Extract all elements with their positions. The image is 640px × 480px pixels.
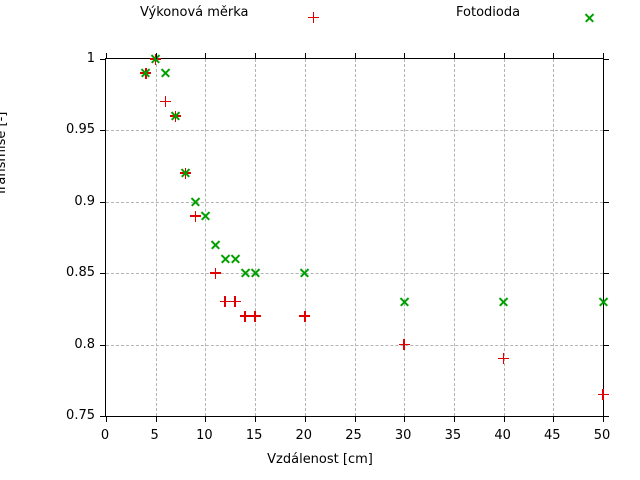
x-axis-tick <box>155 53 157 59</box>
x-axis-tick <box>354 53 356 59</box>
x-axis-tick-label: 10 <box>196 428 213 443</box>
gridline-vertical <box>205 59 207 416</box>
y-axis-tick <box>100 344 106 346</box>
data-points-layer <box>106 53 609 416</box>
cross-marker-icon <box>399 296 410 307</box>
x-axis-tick <box>404 416 406 422</box>
x-axis-tick-label: 0 <box>100 428 110 443</box>
y-axis-tick <box>100 416 106 417</box>
plus-marker-icon <box>209 267 221 279</box>
y-axis-tick-label: 0.95 <box>66 122 95 138</box>
x-axis-tick <box>106 53 107 59</box>
y-axis-tick-label: 0.9 <box>74 193 95 209</box>
legend-label: Výkonová měrka <box>140 5 249 20</box>
y-axis-tick-label: 0.85 <box>66 265 95 281</box>
plus-marker-icon <box>597 389 609 401</box>
x-axis-tick-label: 50 <box>593 428 611 443</box>
cross-marker-icon <box>498 296 509 307</box>
legend-label: Fotodioda <box>456 5 521 20</box>
chart-legend: Výkonová měrka Fotodioda <box>0 0 640 30</box>
x-axis-tick <box>453 53 455 59</box>
y-axis-tick-label: 0.8 <box>74 336 95 352</box>
cross-marker-icon <box>140 68 151 79</box>
gridline-vertical <box>453 59 455 416</box>
grid-layer <box>106 59 603 416</box>
x-axis-tick-label: 20 <box>295 428 313 443</box>
x-axis-tick <box>304 416 306 422</box>
plot-frame <box>100 53 609 422</box>
y-axis-tick <box>603 344 609 346</box>
y-axis-tick <box>603 130 609 132</box>
x-axis-tick <box>553 416 555 422</box>
cross-marker-icon <box>180 168 191 179</box>
cross-marker-icon <box>230 253 241 264</box>
x-axis-tick-label: 5 <box>150 428 159 443</box>
cross-marker-icon <box>299 268 310 279</box>
x-axis-tick <box>255 53 257 59</box>
cross-marker-icon <box>160 68 171 79</box>
plus-marker-icon <box>239 310 251 322</box>
cross-marker-icon <box>210 239 221 250</box>
x-axis-title: Vzdálenost [cm] <box>267 452 373 467</box>
x-axis-tick <box>503 53 505 59</box>
gridline-vertical <box>503 59 505 416</box>
gridline-vertical <box>553 59 555 416</box>
y-axis-tick <box>603 201 609 203</box>
plus-marker-icon <box>249 310 261 322</box>
x-axis-tick-label: 15 <box>245 428 263 443</box>
x-axis-tick <box>354 416 356 422</box>
y-axis-tick <box>603 59 609 60</box>
cross-marker-icon <box>170 111 181 122</box>
plus-marker-icon <box>398 339 410 351</box>
plus-marker-icon <box>299 310 311 322</box>
plus-marker-icon <box>229 296 241 308</box>
x-axis-tick <box>255 416 257 422</box>
cross-marker-icon <box>190 196 201 207</box>
cross-marker-icon <box>250 268 261 279</box>
x-axis-tick-label: 25 <box>345 428 362 443</box>
gridline-vertical <box>354 59 356 416</box>
x-axis-tick <box>603 53 604 59</box>
y-axis-tick <box>100 273 106 275</box>
x-axis-tick <box>155 416 157 422</box>
x-axis-tick-label: 45 <box>544 428 561 443</box>
plus-marker-icon <box>189 210 201 222</box>
x-axis-tick-label: 35 <box>444 428 462 443</box>
gridline-vertical <box>404 59 406 416</box>
y-axis-tick-label: 1 <box>86 51 95 66</box>
plus-marker-icon <box>219 296 231 308</box>
y-axis-tick <box>603 273 609 275</box>
cross-marker-icon <box>598 296 609 307</box>
y-axis-tick <box>100 201 106 203</box>
x-axis-tick <box>453 416 455 422</box>
x-axis-tick <box>503 416 505 422</box>
gridline-vertical <box>155 59 157 416</box>
gridline-vertical <box>255 59 257 416</box>
y-axis-title: Transmise [-] <box>0 111 9 196</box>
y-axis-tick <box>100 130 106 132</box>
y-axis-tick <box>603 416 609 417</box>
x-axis-tick <box>553 53 555 59</box>
x-axis-tick-label: 40 <box>494 428 511 443</box>
plus-marker-icon <box>160 96 172 108</box>
plus-marker-icon <box>498 353 510 365</box>
x-axis-tick-label: 30 <box>394 428 412 443</box>
cross-marker-icon <box>200 211 211 222</box>
x-axis-tick <box>404 53 406 59</box>
gridline-vertical <box>304 59 306 416</box>
x-axis-tick <box>106 416 107 422</box>
y-axis-tick-label: 0.75 <box>66 408 95 423</box>
x-axis-tick <box>603 416 604 422</box>
x-axis-tick <box>205 53 207 59</box>
y-axis-tick <box>100 59 106 60</box>
x-axis-tick <box>304 53 306 59</box>
x-axis-tick <box>205 416 207 422</box>
